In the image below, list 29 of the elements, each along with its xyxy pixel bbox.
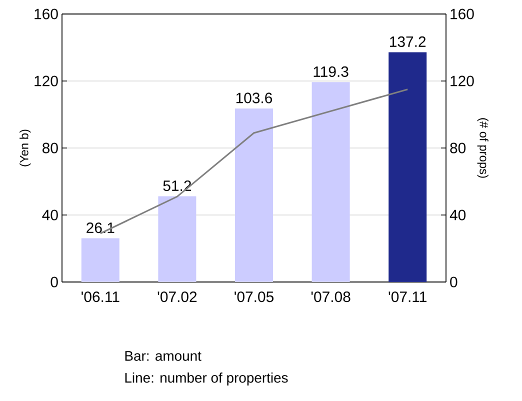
bar (81, 238, 120, 282)
x-tick-label: '07.02 (158, 292, 197, 302)
bar (312, 82, 350, 282)
bar (388, 52, 427, 282)
y-tick-label: 120 (34, 76, 58, 86)
y-tick-label: 40 (42, 210, 58, 220)
x-tick-label: '07.05 (234, 292, 274, 302)
bar (235, 108, 273, 282)
y-axis-title: (Yen b) (20, 130, 31, 166)
data-label: 119.3 (314, 66, 348, 77)
x-tick-label: '06.11 (82, 292, 120, 302)
bar (158, 196, 196, 282)
y-tick-label: 160 (34, 8, 58, 20)
y2-axis-title: (# of props) (477, 118, 488, 178)
data-label: 103.6 (236, 92, 272, 104)
data-label: 137.2 (390, 36, 426, 47)
data-label: 51.2 (163, 180, 191, 192)
data-label: 26.1 (86, 222, 114, 234)
y-tick-label: 80 (42, 142, 58, 154)
y2-tick-label: 40 (450, 210, 466, 220)
text: Bar: amount (125, 351, 202, 361)
y2-tick-label: 80 (450, 142, 466, 154)
y2-tick-label: 120 (450, 76, 474, 86)
y2-tick-label: 0 (450, 276, 458, 288)
text: Line: number of properties (125, 372, 288, 386)
y2-tick-label: 160 (450, 8, 474, 20)
x-tick-label: '07.08 (311, 292, 350, 302)
x-tick-label: '07.11 (388, 292, 426, 302)
y-tick-label: 0 (50, 276, 58, 288)
